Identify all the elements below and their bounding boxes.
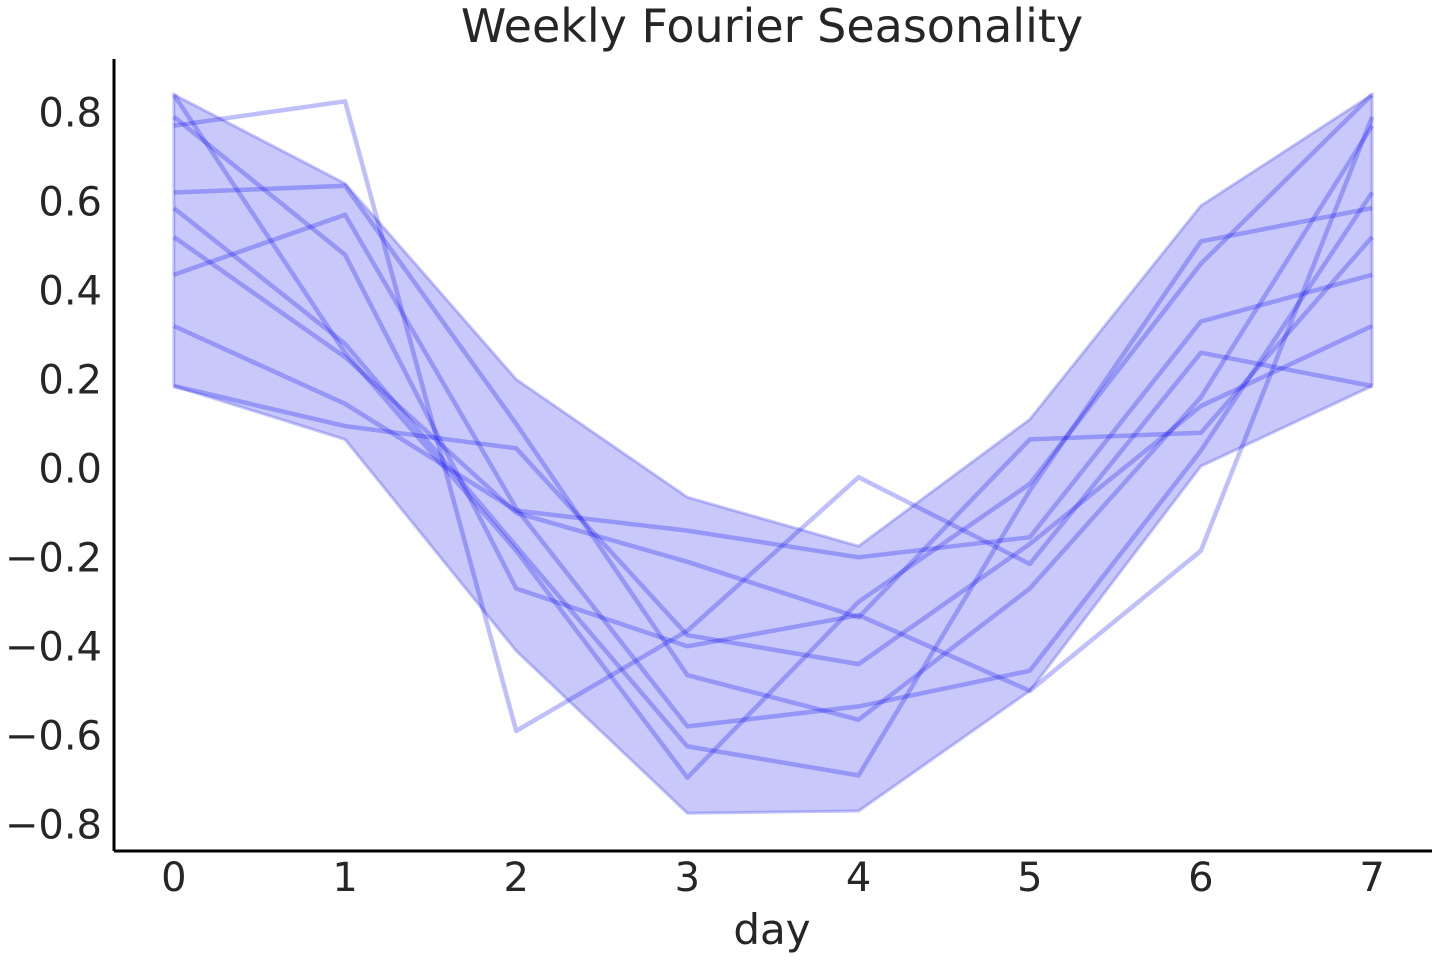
- x-axis-ticks: 0 1 2 3 4 5 6 7: [161, 855, 1385, 901]
- y-tick-label: 0.0: [38, 446, 102, 492]
- sample-line-8: [172, 272, 1373, 560]
- x-tick-label: 2: [503, 855, 528, 901]
- y-tick-label: −0.4: [5, 624, 102, 670]
- x-tick-label: 0: [161, 855, 186, 901]
- x-axis-label: day: [733, 905, 810, 954]
- plot-area: [172, 91, 1375, 815]
- sample-line-5: [172, 205, 1373, 778]
- y-tick-label: −0.2: [5, 535, 102, 581]
- sample-line-9: [173, 323, 1374, 667]
- sample-line-6: [172, 235, 1374, 620]
- sample-line-2: [172, 92, 1374, 780]
- y-tick-label: 0.6: [38, 179, 102, 225]
- chart-title: Weekly Fourier Seasonality: [461, 0, 1083, 53]
- x-tick-label: 7: [1359, 855, 1384, 901]
- y-tick-label: 0.4: [38, 268, 102, 314]
- x-tick-label: 5: [1017, 855, 1042, 901]
- y-tick-label: 0.8: [38, 90, 102, 136]
- sample-line-3: [172, 115, 1375, 694]
- sample-line-7: [173, 191, 1374, 729]
- x-tick-label: 1: [332, 855, 357, 901]
- y-tick-label: 0.2: [38, 357, 102, 403]
- y-tick-label: −0.6: [5, 713, 102, 759]
- x-tick-label: 4: [846, 855, 871, 901]
- y-axis-ticks: −0.8 −0.6 −0.4 −0.2 0.0 0.2 0.4 0.6 0.8: [5, 90, 102, 848]
- credible-band: [172, 91, 1374, 815]
- sample-line-4: [173, 124, 1375, 722]
- y-tick-label: −0.8: [5, 802, 102, 848]
- sample-line-1: [173, 99, 1373, 734]
- x-tick-label: 3: [675, 855, 700, 901]
- x-tick-label: 6: [1188, 855, 1213, 901]
